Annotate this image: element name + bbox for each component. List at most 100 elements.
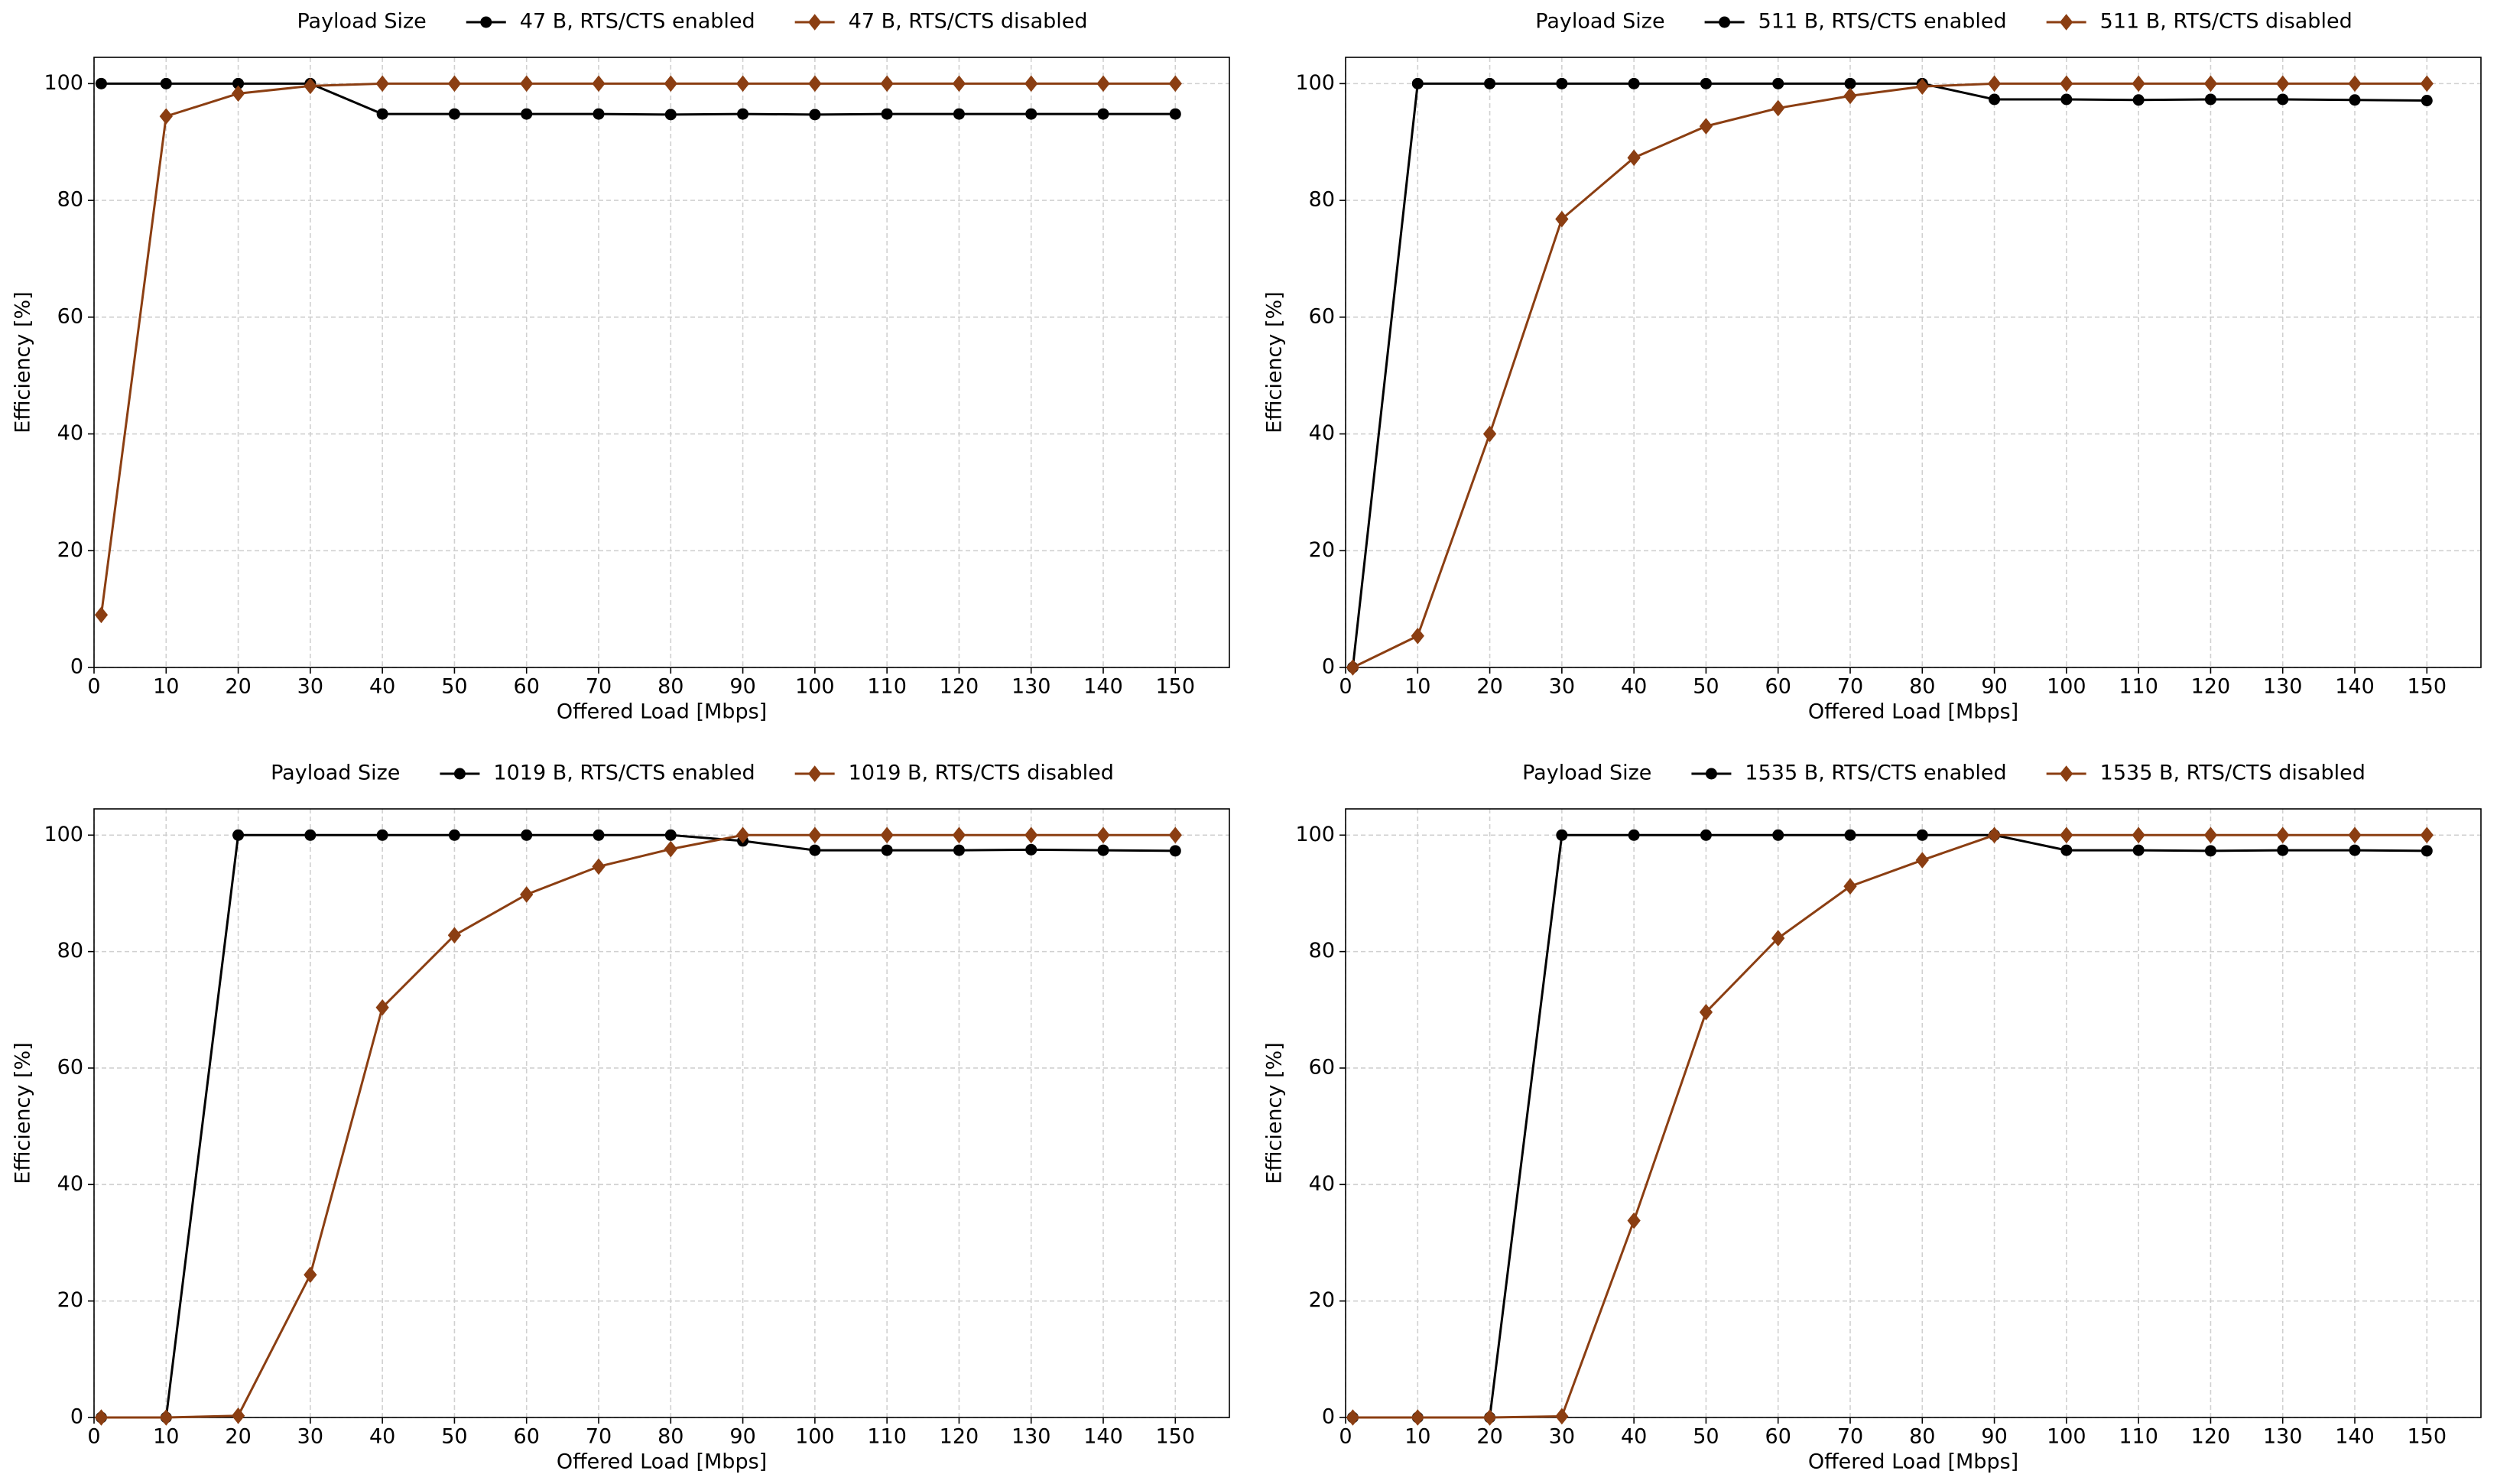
series-line bbox=[1352, 833, 2427, 1419]
marker bbox=[231, 1407, 245, 1424]
y-tick-label: 80 bbox=[57, 188, 83, 212]
x-tick-label: 40 bbox=[1621, 675, 1647, 699]
y-tick-label: 40 bbox=[1309, 1172, 1335, 1196]
marker bbox=[2132, 844, 2145, 856]
marker bbox=[376, 829, 388, 841]
x-tick-label: 70 bbox=[1837, 675, 1863, 699]
marker bbox=[2132, 75, 2145, 93]
x-axis-label: Offered Load [Mbps] bbox=[1808, 1450, 2018, 1474]
x-tick-label: 110 bbox=[867, 675, 907, 699]
marker bbox=[1915, 78, 1929, 95]
series-line bbox=[99, 82, 1176, 615]
marker bbox=[375, 999, 389, 1016]
x-tick-label: 50 bbox=[1693, 1425, 1719, 1449]
x-tick-label: 90 bbox=[1981, 675, 2007, 699]
x-tick-label: 130 bbox=[1011, 1425, 1051, 1449]
legend-label: 511 B, RTS/CTS disabled bbox=[2100, 10, 2353, 34]
chart-panel: 0 10 20 30 40 50 60 70 80 90 100 110 120 130 140 150 0 20… bbox=[11, 761, 1230, 1474]
marker bbox=[448, 829, 460, 841]
x-tick-label: 130 bbox=[1011, 675, 1051, 699]
legend-label: 1535 B, RTS/CTS disabled bbox=[2100, 761, 2365, 785]
marker bbox=[880, 826, 894, 844]
y-tick-label: 0 bbox=[1322, 1405, 1335, 1429]
x-tick-label: 0 bbox=[87, 675, 100, 699]
marker bbox=[2060, 75, 2073, 93]
x-tick-label: 100 bbox=[795, 675, 835, 699]
x-tick-label: 80 bbox=[658, 675, 684, 699]
x-tick-label: 30 bbox=[297, 1425, 323, 1449]
marker bbox=[808, 765, 822, 782]
marker bbox=[808, 75, 822, 93]
y-tick-label: 60 bbox=[1309, 304, 1335, 328]
x-tick-label: 60 bbox=[1765, 1425, 1791, 1449]
x-axis-label: Offered Load [Mbps] bbox=[557, 700, 767, 724]
marker bbox=[304, 1266, 317, 1284]
chart-panel: 0 10 20 30 40 50 60 70 80 90 100 110 120 130 140 150 0 20… bbox=[1263, 10, 2482, 724]
x-tick-label: 50 bbox=[441, 675, 467, 699]
x-tick-label: 10 bbox=[1404, 675, 1430, 699]
marker bbox=[232, 829, 245, 841]
legend-label: 511 B, RTS/CTS enabled bbox=[1758, 10, 2007, 34]
legend-label: 1019 B, RTS/CTS disabled bbox=[849, 761, 1114, 785]
x-tick-label: 70 bbox=[586, 675, 612, 699]
marker bbox=[94, 606, 109, 624]
x-tick-label: 120 bbox=[2191, 1425, 2231, 1449]
marker bbox=[1844, 829, 1856, 841]
legend: Payload Size 47 B, RTS/CTS enabled 47 B, R… bbox=[297, 10, 1087, 34]
marker bbox=[593, 829, 605, 841]
x-tick-label: 120 bbox=[2191, 675, 2231, 699]
marker bbox=[1719, 16, 1731, 28]
marker bbox=[1628, 77, 1640, 89]
x-tick-label: 0 bbox=[1339, 675, 1352, 699]
x-tick-label: 100 bbox=[2047, 675, 2086, 699]
marker bbox=[737, 108, 749, 120]
y-tick-label: 80 bbox=[57, 939, 83, 963]
x-tick-label: 40 bbox=[369, 1425, 395, 1449]
marker bbox=[520, 886, 534, 903]
marker bbox=[2132, 826, 2145, 844]
marker bbox=[304, 829, 317, 841]
marker bbox=[1699, 118, 1713, 135]
x-tick-label: 100 bbox=[795, 1425, 835, 1449]
marker bbox=[592, 75, 606, 93]
marker bbox=[1699, 1004, 1713, 1021]
legend-label: 47 B, RTS/CTS disabled bbox=[849, 10, 1088, 34]
x-tick-label: 120 bbox=[940, 675, 979, 699]
x-tick-label: 10 bbox=[1404, 1425, 1430, 1449]
x-tick-label: 50 bbox=[441, 1425, 467, 1449]
marker bbox=[1482, 425, 1497, 443]
marker bbox=[1844, 77, 1856, 89]
marker bbox=[593, 108, 605, 120]
marker bbox=[1987, 75, 2002, 93]
marker bbox=[1772, 77, 1784, 89]
marker bbox=[1700, 77, 1712, 89]
marker bbox=[2060, 844, 2073, 856]
marker bbox=[159, 1409, 173, 1426]
y-tick-label: 0 bbox=[1322, 655, 1335, 679]
marker bbox=[1346, 1409, 1360, 1426]
marker bbox=[2132, 94, 2145, 106]
marker bbox=[1627, 149, 1641, 167]
marker bbox=[521, 829, 533, 841]
marker bbox=[2203, 75, 2218, 93]
marker bbox=[1700, 829, 1712, 841]
x-tick-label: 90 bbox=[1981, 1425, 2007, 1449]
y-tick-label: 20 bbox=[1309, 1288, 1335, 1312]
y-tick-label: 40 bbox=[57, 1172, 83, 1196]
marker bbox=[232, 77, 245, 89]
x-tick-label: 140 bbox=[1083, 1425, 1123, 1449]
legend: Payload Size 1019 B, RTS/CTS enabled 1019 … bbox=[271, 761, 1114, 785]
marker bbox=[1025, 843, 1037, 856]
marker bbox=[2349, 844, 2361, 856]
marker bbox=[1771, 930, 1785, 947]
marker bbox=[735, 75, 750, 93]
x-tick-label: 140 bbox=[2335, 675, 2375, 699]
marker bbox=[808, 826, 822, 844]
y-tick-label: 0 bbox=[70, 655, 83, 679]
marker bbox=[1411, 627, 1424, 645]
marker bbox=[1097, 844, 1109, 856]
marker bbox=[952, 826, 966, 844]
x-tick-label: 110 bbox=[867, 1425, 907, 1449]
y-tick-label: 0 bbox=[70, 1405, 83, 1429]
